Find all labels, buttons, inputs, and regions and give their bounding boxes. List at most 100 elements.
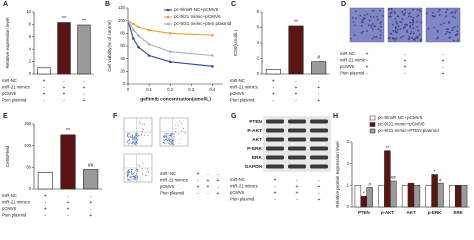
y-tick-label: 4	[29, 46, 32, 51]
event	[129, 142, 131, 144]
cell	[435, 37, 438, 40]
cell	[390, 15, 392, 18]
event	[135, 133, 137, 135]
bar	[437, 182, 444, 208]
event	[174, 131, 176, 133]
event	[179, 138, 181, 140]
cell	[366, 13, 369, 16]
cell	[353, 34, 356, 37]
bar	[37, 67, 51, 75]
point	[137, 34, 140, 38]
y-tick-label: 0	[257, 71, 260, 76]
panel-letter: A	[3, 1, 8, 8]
cell	[376, 15, 379, 18]
y-tick-label: 2	[347, 161, 350, 166]
event	[171, 140, 173, 142]
event	[169, 140, 171, 142]
significance: **	[82, 18, 86, 24]
cell	[363, 17, 365, 19]
y-tick-label: 8	[29, 22, 32, 27]
event	[131, 139, 133, 141]
cell	[360, 25, 363, 27]
cell	[443, 22, 446, 25]
cell	[393, 10, 396, 13]
y-tick-label: 100	[118, 18, 126, 23]
cell	[390, 8, 393, 11]
event	[133, 142, 135, 144]
treatment-sign: +	[296, 190, 299, 196]
event	[137, 164, 139, 166]
event	[170, 143, 172, 145]
significance: **	[62, 16, 66, 22]
bar	[83, 169, 99, 190]
event	[173, 138, 175, 140]
cell	[416, 20, 419, 23]
cell	[380, 20, 382, 23]
treatment-sign: +	[272, 78, 275, 84]
event	[126, 179, 128, 181]
event	[143, 124, 145, 126]
y-axis-label: Cell viability(% of control)	[107, 20, 112, 72]
band	[266, 137, 284, 142]
event	[127, 170, 129, 172]
cell	[394, 18, 397, 20]
event	[133, 143, 135, 145]
event	[131, 168, 133, 170]
treatment-sign: -	[90, 206, 92, 212]
treatment-sign: +	[274, 177, 277, 183]
cell	[408, 12, 411, 15]
event	[167, 137, 169, 139]
treatment-label: pCMV6	[340, 64, 355, 69]
bar	[431, 174, 438, 208]
event	[128, 140, 130, 142]
event	[132, 142, 134, 144]
panel-letter: E	[3, 113, 8, 120]
cell	[399, 27, 402, 30]
y-tick-label: 50	[26, 164, 31, 169]
cell	[404, 25, 406, 28]
event	[130, 136, 132, 138]
y-tick-label: 40	[120, 56, 125, 61]
event	[135, 178, 137, 180]
cell	[444, 32, 447, 35]
treatment-sign: -	[272, 98, 274, 104]
event	[167, 142, 169, 144]
event	[163, 137, 165, 139]
event	[179, 120, 181, 122]
treatment-sign: -	[63, 98, 65, 104]
point	[211, 54, 214, 57]
event	[134, 179, 136, 181]
cell	[379, 33, 382, 36]
event	[181, 129, 183, 131]
treatment-sign: +	[207, 178, 210, 184]
event	[130, 176, 132, 178]
cell	[408, 36, 411, 38]
event	[129, 170, 131, 172]
event	[175, 124, 177, 126]
treatment-label: Pten plasmid	[230, 98, 255, 103]
event	[133, 137, 135, 139]
band	[288, 164, 306, 169]
cell	[450, 12, 452, 14]
cell	[447, 28, 450, 31]
event	[166, 136, 168, 138]
event	[137, 142, 139, 144]
event	[135, 177, 137, 179]
event	[165, 133, 167, 135]
cell	[371, 23, 374, 25]
cell	[362, 30, 364, 33]
event	[134, 178, 136, 180]
event	[127, 133, 129, 135]
treatment-label: miR-21 mimics	[2, 85, 30, 90]
legend-marker	[166, 15, 170, 19]
event	[135, 140, 137, 142]
event	[126, 175, 128, 177]
event	[148, 171, 150, 173]
treatment-sign: -	[366, 71, 368, 77]
cell	[394, 12, 397, 15]
bar	[57, 22, 71, 75]
event	[128, 174, 130, 176]
event	[132, 175, 134, 177]
treatment-sign: +	[442, 58, 445, 64]
cell	[445, 11, 448, 14]
